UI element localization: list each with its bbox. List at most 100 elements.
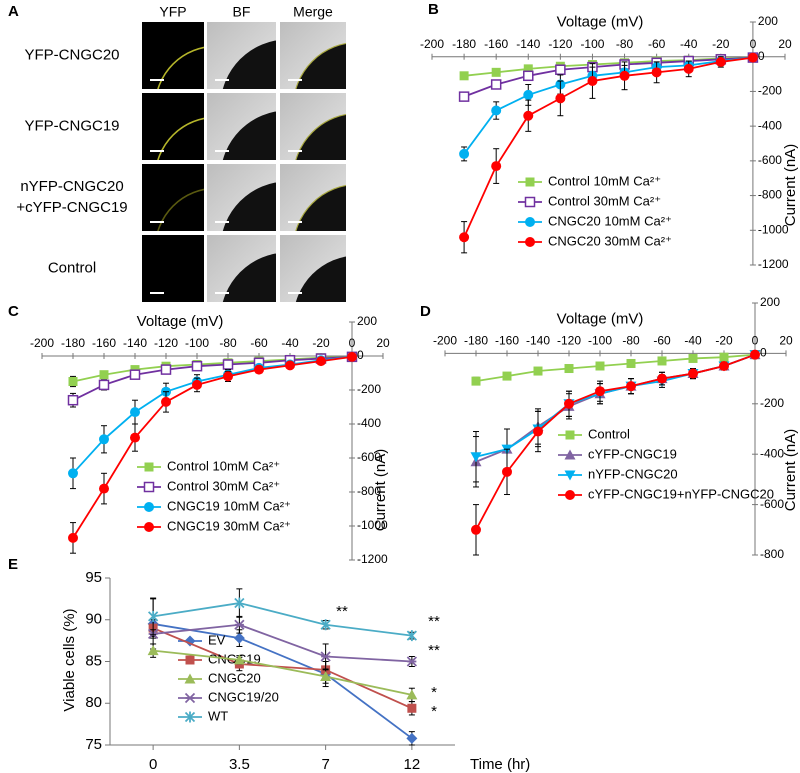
cell [295, 256, 346, 302]
marker [564, 364, 574, 374]
marker [747, 52, 758, 63]
marker [98, 379, 110, 391]
marker [719, 352, 729, 362]
marker-shape [683, 63, 694, 74]
marker-shape [564, 449, 576, 460]
image-tile [280, 164, 346, 231]
marker [688, 353, 698, 363]
y-tick-label: -1200 [758, 257, 789, 271]
y-tick-label: -400 [758, 118, 782, 132]
x-tick-label: -40 [684, 334, 702, 348]
marker-shape [491, 67, 501, 77]
marker [320, 651, 331, 662]
row-label: nYFP-CNGC20 [20, 178, 123, 195]
marker-shape [130, 432, 140, 443]
marker [491, 105, 502, 116]
tile-bg [142, 93, 204, 160]
y-tick-label: 0 [357, 348, 364, 362]
significance: ** [428, 613, 440, 630]
marker-shape [144, 462, 154, 472]
marker [234, 619, 245, 630]
panel-letter: E [8, 556, 18, 573]
marker-shape [533, 366, 543, 376]
x-tick-label: -60 [653, 334, 671, 348]
series-line [475, 353, 756, 383]
marker [143, 481, 155, 493]
marker-shape [491, 161, 502, 172]
marker-shape [525, 217, 535, 227]
legend-label: CNGC19/20 [208, 689, 279, 704]
marker [523, 64, 533, 74]
marker-shape [564, 470, 576, 481]
legend-label: Control [588, 426, 630, 441]
marker-shape [657, 356, 667, 366]
marker-shape [191, 360, 203, 372]
x-tick-label: -180 [464, 334, 488, 348]
y-tick-label: -400 [760, 446, 784, 460]
marker [459, 232, 470, 243]
x-tick-label: -200 [433, 334, 457, 348]
y-tick-label: 200 [758, 14, 778, 28]
y-tick-label: -1000 [758, 222, 789, 236]
marker-shape [651, 67, 662, 78]
marker-shape [130, 407, 140, 418]
marker [160, 364, 172, 375]
x-tick-label: -120 [557, 334, 581, 348]
marker [595, 386, 605, 397]
marker-shape [471, 524, 481, 535]
marker [347, 351, 357, 362]
legend-label: Control 30mM Ca²⁺ [548, 193, 661, 208]
image-tile [142, 93, 204, 160]
marker-shape [470, 452, 482, 463]
x-tick-label: -20 [312, 336, 330, 350]
marker-shape [688, 368, 698, 379]
marker-shape [459, 232, 470, 243]
image-tile [207, 164, 276, 231]
x-tick-label: -120 [548, 37, 572, 51]
y-tick-label: -200 [760, 396, 784, 410]
marker [565, 430, 575, 440]
x-tick-label: 20 [779, 334, 793, 348]
x-tick-label: -100 [588, 334, 612, 348]
marker-shape [347, 351, 357, 362]
y-tick-label: -1000 [357, 518, 388, 532]
tile-bg [142, 164, 204, 231]
x-tick-label: -40 [281, 336, 299, 350]
marker-shape [185, 655, 195, 665]
marker-shape [147, 645, 159, 656]
series-line [152, 623, 413, 740]
marker-shape [565, 430, 575, 440]
x-tick-label: -160 [92, 336, 116, 350]
marker [683, 63, 694, 74]
cell [295, 43, 346, 89]
marker [161, 396, 171, 407]
marker [555, 93, 566, 104]
y-tick-label: 85 [85, 652, 102, 669]
marker [688, 368, 698, 379]
legend-label: EV [208, 632, 226, 647]
x-axis-title: Voltage (mV) [137, 313, 224, 330]
marker-shape [565, 490, 575, 500]
marker [525, 237, 535, 247]
marker [68, 532, 78, 543]
legend-label: WT [208, 708, 228, 723]
x-tick-label: 3.5 [229, 756, 250, 773]
legend-label: CNGC19 10mM Ca²⁺ [167, 498, 291, 513]
marker-shape [491, 105, 502, 116]
y-axis-title: Viable cells (%) [61, 608, 78, 711]
marker-shape [564, 364, 574, 374]
marker-shape [143, 481, 155, 493]
marker [130, 407, 140, 418]
marker [320, 619, 331, 631]
x-tick-label: 7 [321, 756, 329, 773]
marker [524, 196, 536, 208]
marker [406, 656, 418, 667]
marker [715, 56, 726, 67]
legend-label: cYFP-CNGC19+nYFP-CNGC20 [588, 486, 774, 501]
marker-shape [320, 671, 332, 682]
x-tick-label: -20 [715, 334, 733, 348]
series-line [152, 602, 412, 637]
marker-shape [619, 70, 630, 81]
series-line [153, 623, 412, 663]
